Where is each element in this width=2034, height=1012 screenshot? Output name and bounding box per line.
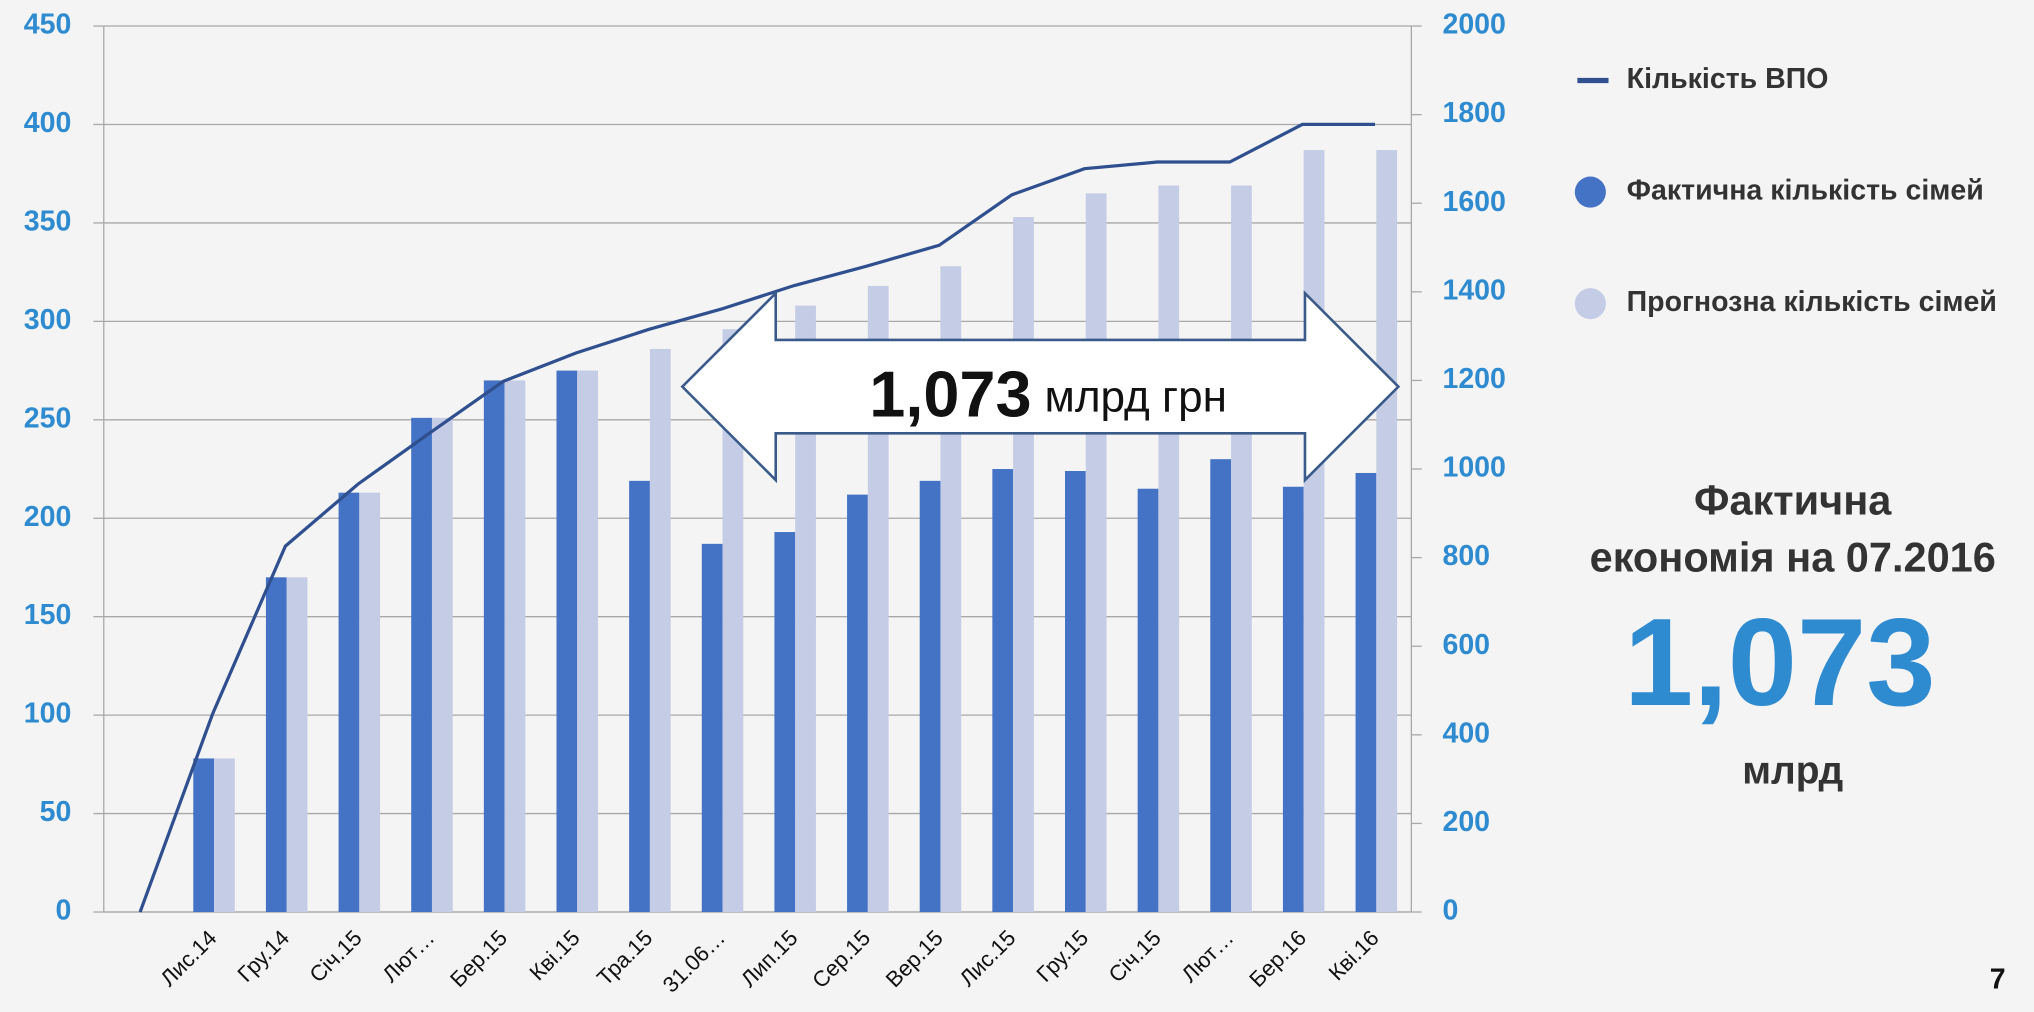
legend-label: Прогнозна кількість сімей — [1627, 286, 1997, 318]
legend-label: Фактична кількість сімей — [1627, 175, 1984, 207]
side-title: економія на 07.2016 — [1590, 533, 1996, 580]
bar — [1376, 150, 1398, 913]
legend-swatch — [1574, 288, 1606, 320]
arrow — [680, 290, 1401, 484]
bar — [504, 380, 526, 913]
line — [138, 122, 1376, 913]
y-tick-label: 0 — [55, 895, 71, 927]
bar — [629, 480, 650, 913]
bar — [722, 329, 744, 913]
bar — [577, 370, 599, 913]
y2-tick-label: 2000 — [1442, 9, 1505, 41]
bar — [847, 494, 868, 913]
bar — [359, 492, 381, 913]
y2-tick-label: 0 — [1442, 895, 1458, 927]
bar — [338, 492, 360, 913]
bar — [1231, 185, 1252, 913]
y2-tick-label: 200 — [1442, 806, 1490, 838]
side-value: 1,073 — [1624, 593, 1936, 732]
bar — [992, 469, 1014, 913]
bar — [649, 348, 671, 913]
y-tick-label: 450 — [24, 9, 72, 41]
legend-label: Кількість ВПО — [1627, 63, 1829, 95]
y2-tick-label: 1400 — [1442, 274, 1505, 306]
bar — [795, 305, 816, 913]
bar — [1355, 472, 1377, 913]
bar — [483, 380, 505, 913]
bar — [867, 285, 889, 913]
bar — [701, 543, 723, 913]
y2-tick-label: 1000 — [1442, 452, 1505, 484]
side-title: Фактична — [1694, 476, 1892, 523]
y2-tick-label: 400 — [1442, 717, 1490, 749]
y-tick-label: 100 — [24, 698, 72, 730]
side-unit: млрд — [1742, 750, 1843, 793]
bar — [431, 417, 453, 913]
bar — [1137, 488, 1159, 913]
y-tick-label: 250 — [24, 402, 72, 434]
y-tick-label: 300 — [24, 304, 72, 336]
bar — [1282, 486, 1304, 913]
bar — [193, 758, 215, 913]
bar — [1013, 217, 1034, 913]
y-tick-label: 200 — [24, 501, 72, 533]
y-tick-label: 50 — [40, 796, 72, 828]
bar — [919, 480, 941, 913]
bar — [1064, 470, 1086, 913]
y-tick-label: 350 — [24, 205, 72, 237]
bar — [1158, 185, 1180, 913]
bar — [214, 758, 235, 913]
y2-tick-label: 600 — [1442, 629, 1490, 661]
legend-swatch — [1574, 176, 1606, 208]
bar — [1085, 193, 1107, 913]
bar — [1210, 459, 1232, 913]
bar — [411, 417, 432, 913]
y2-tick-label: 800 — [1442, 540, 1490, 572]
bar — [265, 577, 287, 913]
y-tick-label: 400 — [24, 107, 72, 139]
y-tick-label: 150 — [24, 599, 72, 631]
arrow-unit: млрд грн — [1045, 372, 1228, 421]
bar — [774, 532, 796, 913]
arrow-value: 1,073 — [869, 358, 1031, 431]
arrow-label: 1,073 млрд грн — [869, 358, 1227, 431]
y2-tick-label: 1600 — [1442, 186, 1505, 218]
y2-tick-label: 1200 — [1442, 363, 1505, 395]
bar — [286, 577, 308, 913]
bar — [1303, 150, 1325, 913]
y2-tick-label: 1800 — [1442, 97, 1505, 129]
page-number: 7 — [1990, 963, 2006, 995]
bar — [556, 370, 578, 913]
